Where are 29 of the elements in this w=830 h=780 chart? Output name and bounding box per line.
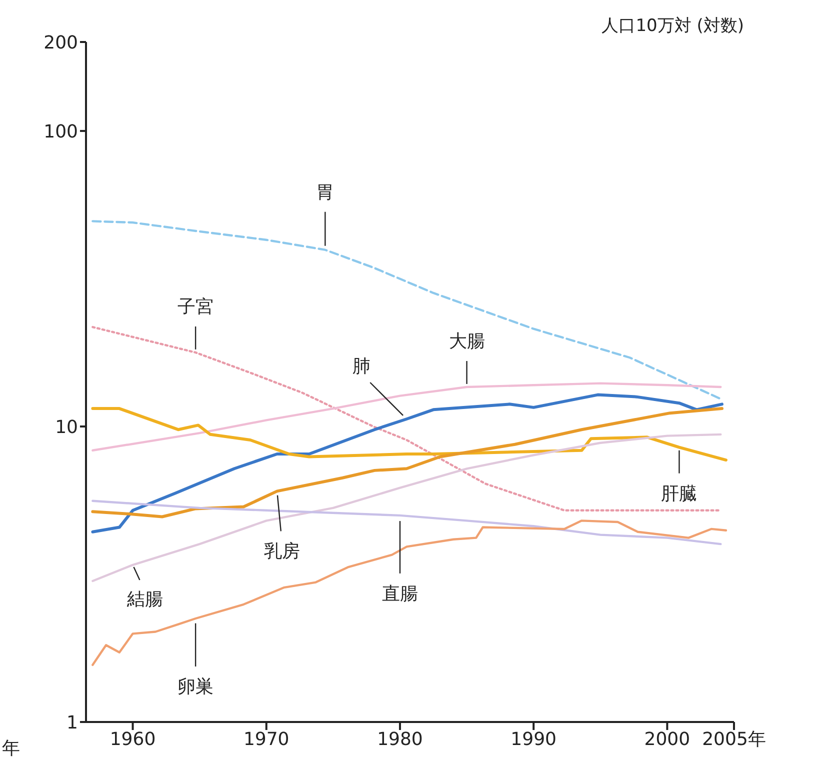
series-label: 肝臓 bbox=[661, 483, 698, 504]
text: 肺 bbox=[352, 356, 371, 377]
line-series bbox=[92, 520, 728, 666]
y-tick-label: 1 bbox=[66, 712, 78, 734]
line-series bbox=[92, 220, 722, 400]
text: 直腸 bbox=[382, 583, 418, 604]
y-tick-label: 10 bbox=[55, 416, 78, 438]
line-series bbox=[92, 382, 722, 452]
text: 年 bbox=[2, 737, 20, 760]
text: 乳房 bbox=[264, 541, 300, 562]
series-label: 結腸 bbox=[126, 588, 163, 610]
x-tick-label: 2000 bbox=[644, 728, 690, 750]
x-tick-label: 1980 bbox=[377, 728, 423, 750]
line-series bbox=[91, 407, 728, 462]
x-tick-label: 1970 bbox=[243, 728, 290, 750]
text: 卵巣 bbox=[178, 676, 214, 698]
line-series bbox=[91, 407, 724, 518]
x-tick-label: 1960 bbox=[110, 728, 156, 750]
series-label: 大腸 bbox=[448, 331, 485, 352]
x-tick-label: 2005年 bbox=[702, 728, 766, 750]
series-label: 子宮 bbox=[178, 296, 214, 318]
x-tick-label: 1990 bbox=[510, 728, 556, 750]
y-tick-label: 200 bbox=[44, 32, 78, 54]
line-series bbox=[92, 433, 722, 582]
line-series bbox=[92, 326, 722, 512]
y-tick-label: 100 bbox=[44, 121, 78, 142]
line-series bbox=[91, 393, 724, 534]
y-axis-title: 人口10万対 (対数) bbox=[602, 15, 744, 37]
text: 胃 bbox=[316, 182, 334, 203]
